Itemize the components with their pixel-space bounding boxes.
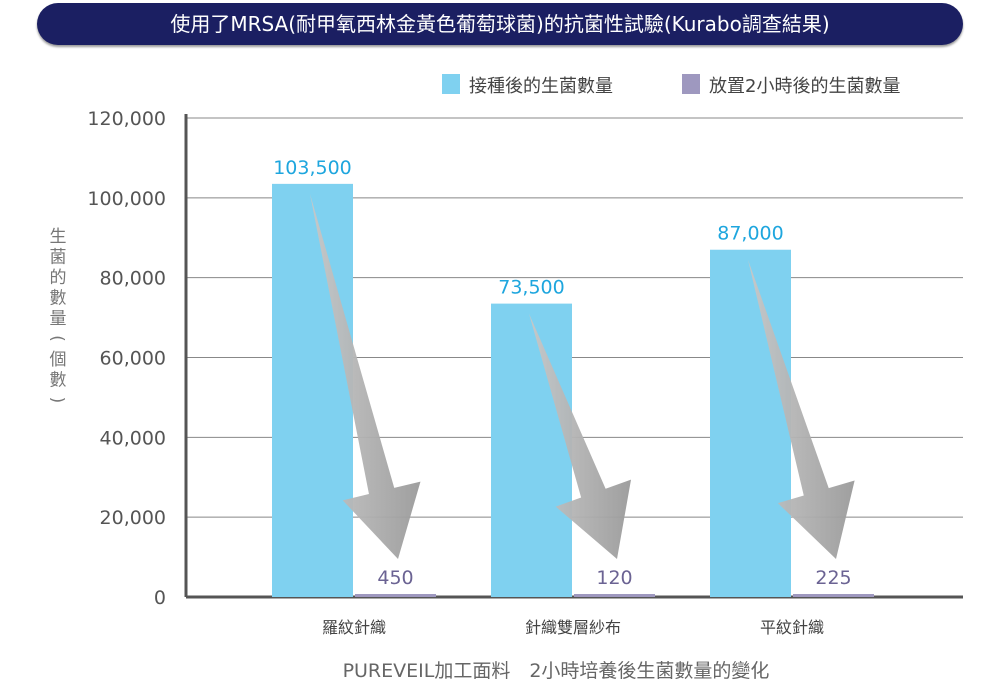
y-title-char: 生 xyxy=(50,227,67,247)
chart-title: 使用了MRSA(耐甲氧西林金黃色葡萄球菌)的抗菌性試驗(Kurabo調查結果) xyxy=(37,3,963,45)
decrease-arrow xyxy=(748,259,855,559)
y-title-char: 數 xyxy=(50,289,67,309)
decrease-arrow xyxy=(529,313,632,559)
y-tick-label: 80,000 xyxy=(100,268,166,290)
y-tick-label: 120,000 xyxy=(87,108,166,130)
bar-initial xyxy=(710,249,791,597)
data-label: 103,500 xyxy=(273,157,352,179)
x-tick-label: 針織雙層紗布 xyxy=(525,618,621,637)
bar-after-2h xyxy=(793,594,874,597)
y-tick-label: 0 xyxy=(154,587,166,609)
legend-swatch xyxy=(682,74,700,94)
x-tick-label: 羅紋針織 xyxy=(322,618,386,637)
y-tick-label: 60,000 xyxy=(100,348,166,370)
y-title-char: ) xyxy=(47,397,67,404)
data-label: 450 xyxy=(377,567,413,589)
y-tick-label: 100,000 xyxy=(87,188,166,210)
data-label: 225 xyxy=(815,567,851,589)
y-title-char: ( xyxy=(47,335,67,342)
x-axis-title: PUREVEIL加工面料 2小時培養後生菌數量的變化 xyxy=(343,660,770,682)
y-title-char: 個 xyxy=(50,350,67,370)
bar-after-2h xyxy=(574,594,655,597)
y-tick-label: 20,000 xyxy=(100,507,166,529)
data-label: 73,500 xyxy=(498,277,564,299)
y-title-char: 菌 xyxy=(50,248,67,268)
y-tick-label: 40,000 xyxy=(100,427,166,449)
y-title-char: 量 xyxy=(50,309,67,329)
legend-label: 接種後的生菌數量 xyxy=(469,76,613,97)
bar-initial xyxy=(491,303,572,597)
x-tick-label: 平紋針織 xyxy=(760,618,824,637)
y-title-char: 數 xyxy=(50,371,67,391)
bar-after-2h xyxy=(355,594,436,597)
legend-label: 放置2小時後的生菌數量 xyxy=(709,76,900,97)
y-title-char: 的 xyxy=(50,268,67,288)
data-label: 87,000 xyxy=(717,223,783,245)
legend-swatch xyxy=(442,74,460,94)
data-label: 120 xyxy=(596,567,632,589)
bar-initial xyxy=(272,183,353,598)
